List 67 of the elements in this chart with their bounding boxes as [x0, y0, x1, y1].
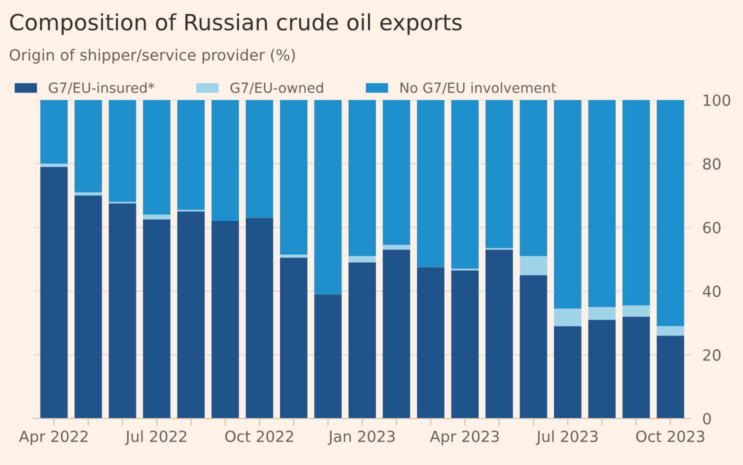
x-tick-label: Jul 2023: [536, 430, 598, 445]
bar: [314, 294, 342, 418]
bar: [246, 218, 274, 418]
bar: [74, 100, 102, 192]
bar: [40, 166, 68, 418]
bar: [622, 100, 650, 306]
x-tick-label: Jan 2023: [328, 430, 395, 445]
x-tick-label: Oct 2022: [225, 430, 294, 442]
bar: [382, 244, 410, 250]
bar: [74, 192, 102, 196]
legend-label: G7/EU-owned: [230, 82, 323, 94]
x-tick-label: Apr 2023: [430, 430, 499, 446]
bar: [314, 100, 342, 294]
bar: [656, 100, 684, 326]
bar: [177, 211, 205, 418]
bar: [348, 262, 376, 418]
bar: [108, 203, 136, 418]
bar: [212, 221, 239, 418]
bar: [451, 270, 479, 418]
bar: [246, 100, 274, 218]
bar: [588, 320, 616, 418]
bar: [143, 219, 170, 418]
y-tick-label: 100: [704, 94, 730, 106]
bar: [520, 256, 548, 276]
bar: [486, 250, 513, 418]
chart-title: Composition of Russian crude oil exports: [10, 13, 462, 35]
bar: [554, 326, 582, 418]
x-tick-label: Jul 2022: [124, 430, 186, 445]
bar: [554, 100, 582, 309]
bar: [212, 100, 239, 222]
bar: [74, 196, 102, 418]
bar: [520, 100, 548, 256]
bar: [486, 100, 513, 248]
bar: [382, 100, 410, 245]
bar: [177, 100, 205, 210]
bar: [280, 258, 308, 418]
bar: [520, 275, 548, 418]
bar: [143, 100, 170, 215]
y-tick-label: 40: [702, 286, 721, 298]
bar: [622, 316, 650, 418]
legend-label: No G7/EU involvement: [400, 82, 556, 94]
y-tick-label: 80: [703, 158, 721, 170]
bar: [280, 254, 308, 258]
y-tick-label: 60: [703, 222, 721, 234]
bar: [108, 100, 136, 202]
legend-label: G7/EU-insured*: [48, 82, 154, 94]
bar: [40, 100, 68, 164]
chart-subtitle: Origin of shipper/service provider (%): [10, 48, 295, 64]
bar: [40, 164, 68, 167]
bar: [417, 100, 444, 268]
bar: [656, 326, 684, 336]
bar: [348, 100, 376, 256]
bar: [143, 214, 170, 220]
bar: [622, 305, 650, 317]
bar: [588, 100, 616, 308]
bar: [451, 100, 479, 269]
bar: [348, 256, 376, 262]
x-tick-label: Apr 2022: [19, 430, 88, 446]
bar: [417, 267, 444, 418]
y-tick-label: 0: [703, 412, 711, 425]
bar: [382, 250, 410, 418]
bar: [588, 307, 616, 320]
bar: [280, 100, 308, 254]
y-tick-label: 20: [703, 349, 721, 361]
bar: [656, 336, 684, 418]
x-tick-label: Oct 2023: [636, 430, 704, 442]
bar: [554, 308, 582, 326]
